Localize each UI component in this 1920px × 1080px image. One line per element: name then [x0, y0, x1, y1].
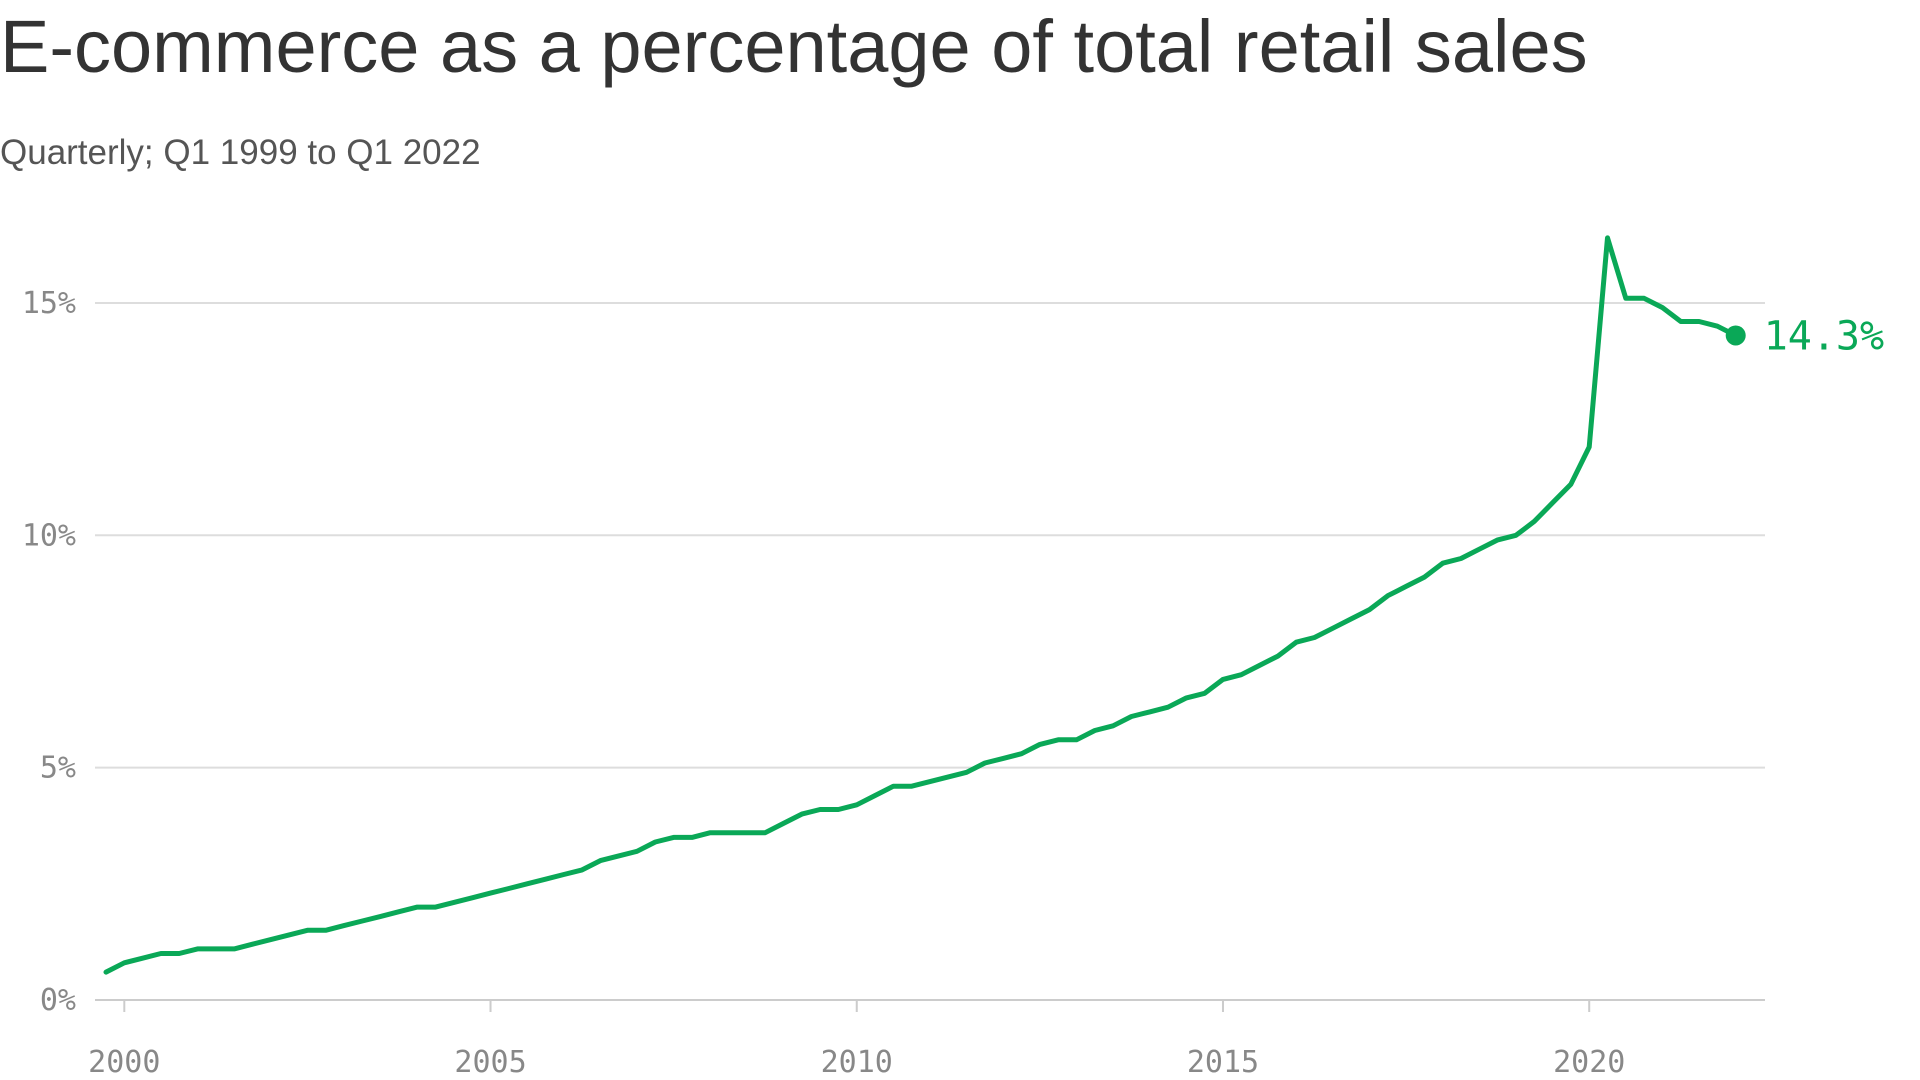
y-tick-label: 10%: [22, 518, 76, 553]
x-tick-label: 2015: [1187, 1045, 1259, 1080]
y-tick-label: 5%: [40, 751, 76, 786]
x-tick-label: 2010: [821, 1045, 893, 1080]
x-tick-label: 2005: [454, 1045, 526, 1080]
axes: [95, 999, 1765, 1012]
x-tick-label: 2000: [88, 1045, 160, 1080]
x-tick-label: 2020: [1553, 1045, 1625, 1080]
grid-lines: [95, 301, 1765, 769]
series-line: [103, 235, 1739, 975]
labels: 0% 5% 10% 15% 2000 2005 2010 2015 2020 14.3%: [22, 286, 1884, 1080]
y-tick-label: 15%: [22, 286, 76, 321]
series-layer: [103, 235, 1746, 975]
y-tick-label: 0%: [40, 983, 76, 1018]
end-value-label: 14.3%: [1764, 313, 1884, 359]
chart-title: E-commerce as a percentage of total reta…: [0, 5, 1588, 88]
end-point-marker: [1725, 325, 1746, 346]
chart-subtitle: Quarterly; Q1 1999 to Q1 2022: [0, 133, 481, 172]
